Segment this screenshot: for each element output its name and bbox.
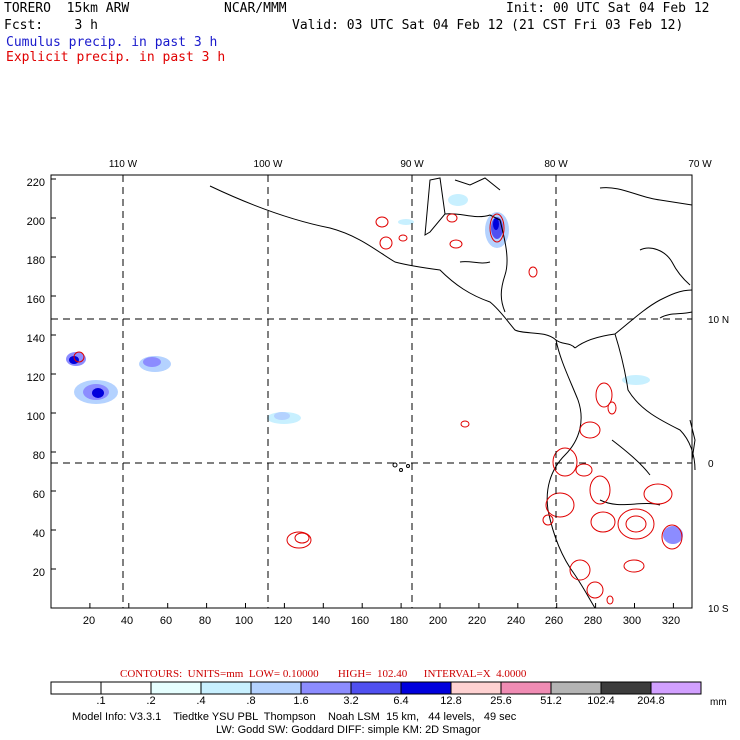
y-tick-label: 200 [27,216,45,228]
colorbar-swatch [250,681,302,695]
colorbar-label: 6.4 [393,695,409,707]
y-tick-label: 140 [27,333,45,345]
x-tick-label: 140 [312,615,330,627]
lon-label: 90 W [400,159,424,170]
model-info-physics: LW: Godd SW: Goddard DIFF: simple KM: 2D… [216,724,481,736]
lon-label: 110 W [109,159,138,170]
colorbar-swatch [550,681,602,695]
lon-label: 100 W [254,159,283,170]
colorbar-label: .2 [146,695,156,707]
colorbar-label: 204.8 [637,695,665,707]
colorbar-label: .4 [196,695,206,707]
colorbar-label: 102.4 [587,695,615,707]
x-tick-label: 240 [507,615,525,627]
explicit-precip-contours [73,213,683,605]
x-tick-label: 260 [545,615,563,627]
y-tick-label: 120 [27,372,45,384]
colorbar-swatch [150,681,202,695]
y-tick-label: 40 [33,528,45,540]
colorbar-labels: .1 .2 .4 .8 1.6 3.2 6.4 12.8 25.6 51.2 1… [0,695,740,709]
colorbar-swatch [100,681,152,695]
x-tick-label: 120 [274,615,292,627]
y-tick-label: 20 [33,567,45,579]
y-tick-label: 220 [27,177,45,189]
colorbar-label: 12.8 [440,695,462,707]
colorbar-label: 1.6 [293,695,309,707]
x-tick-label: 40 [121,615,133,627]
init-time: Init: 00 UTC Sat 04 Feb 12 [506,1,710,16]
colorbar-unit: mm [710,697,727,708]
colorbar-swatch [500,681,552,695]
x-tick-label: 20 [83,615,95,627]
explicit-legend: Explicit precip. in past 3 h [6,50,226,65]
colorbar-label: 3.2 [343,695,359,707]
x-tick-label: 300 [623,615,641,627]
axis-ticks [50,178,674,609]
coastlines [209,177,696,609]
cumulus-legend: Cumulus precip. in past 3 h [6,35,218,50]
colorbar-swatch [650,681,702,695]
y-tick-label: 100 [27,411,45,423]
lat-label: 10 S [708,604,729,615]
model-info: Model Info: V3.3.1 Tiedtke YSU PBL Thomp… [72,711,517,723]
y-tick-label: 160 [27,294,45,306]
lon-label: 80 W [544,159,568,170]
x-tick-label: 100 [235,615,253,627]
x-tick-label: 200 [429,615,447,627]
y-tick-label: 60 [33,489,45,501]
model-title: TORERO 15km ARW [4,1,130,16]
lat-label: 10 N [708,315,729,326]
lat-label: 0 [708,459,714,470]
lon-label: 70 W [688,159,712,170]
x-tick-label: 80 [199,615,211,627]
x-tick-label: 320 [662,615,680,627]
valid-time: Valid: 03 UTC Sat 04 Feb 12 (21 CST Fri … [292,18,684,33]
colorbar-swatch [350,681,402,695]
colorbar-swatch [300,681,352,695]
colorbar-swatch [50,681,102,695]
colorbar-swatch [450,681,502,695]
colorbar-label: 25.6 [490,695,512,707]
x-tick-label: 220 [468,615,486,627]
x-tick-label: 160 [351,615,369,627]
plot-frame [50,174,693,609]
colorbar-label: 51.2 [540,695,562,707]
contours-info: CONTOURS: UNITS=mm LOW= 0.10000 HIGH= 10… [120,668,527,680]
x-tick-label: 280 [584,615,602,627]
y-tick-label: 80 [33,450,45,462]
colorbar-swatch [200,681,252,695]
graticule [51,175,692,608]
colorbar [50,681,702,695]
colorbar-label: .8 [246,695,256,707]
x-tick-label: 180 [390,615,408,627]
colorbar-swatch [600,681,652,695]
center-label: NCAR/MMM [224,1,287,16]
y-tick-label: 180 [27,255,45,267]
forecast-hour: Fcst: 3 h [4,18,98,33]
x-tick-label: 60 [160,615,172,627]
colorbar-label: .1 [96,695,106,707]
colorbar-swatch [400,681,452,695]
